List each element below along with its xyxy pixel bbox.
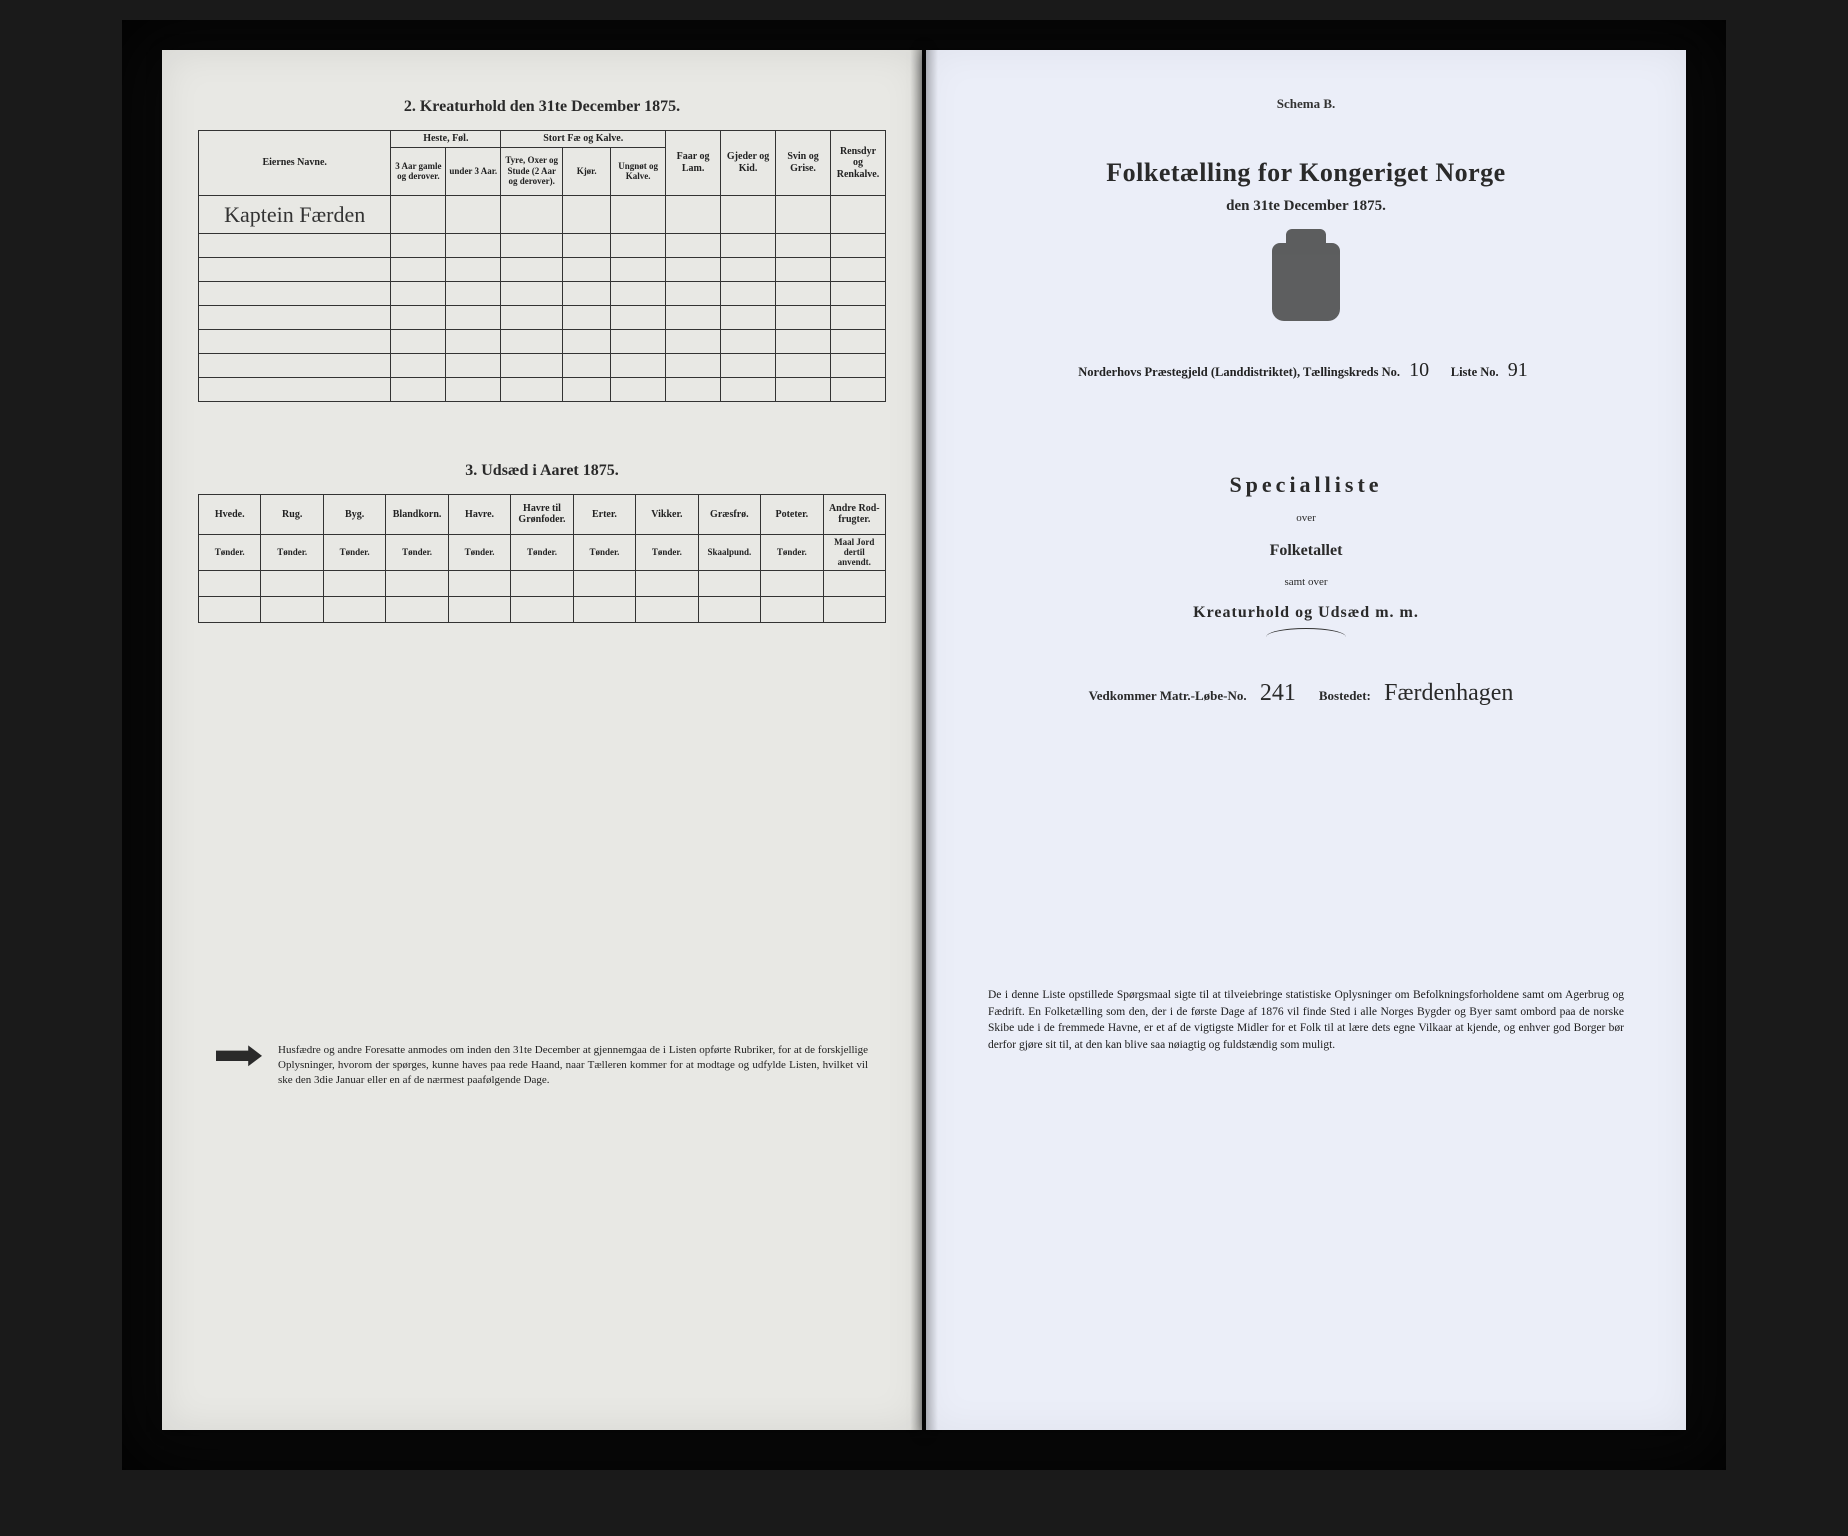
seed-unit-4: Tønder. [448,534,510,570]
seed-col-1: Rug. [261,494,323,534]
seed-unit-7: Tønder. [636,534,698,570]
seed-col-6: Erter. [573,494,635,534]
left-page: 2. Kreaturhold den 31te December 1875. E… [162,50,922,1430]
col-owner: Eiernes Navne. [199,131,391,196]
samt-over: samt over [962,576,1650,588]
left-footnote: Husfædre og andre Foresatte anmodes om i… [198,1043,886,1088]
col-svin: Svin og Grise. [776,131,831,196]
seed-col-8: Græsfrø. [698,494,760,534]
folketallet: Folketallet [962,542,1650,560]
seed-table: Hvede. Rug. Byg. Blandkorn. Havre. Havre… [198,494,886,623]
col-gjeder: Gjeder og Kid. [721,131,776,196]
pointing-hand-icon [216,1043,262,1069]
seed-unit-1: Tønder. [261,534,323,570]
col-ren: Rensdyr og Renkalve. [831,131,886,196]
grp-stort: Stort Fæ og Kalve. [501,131,666,148]
district-text: Norderhovs Præstegjeld (Landdistriktet),… [1078,365,1400,379]
bosted-value: Færdenhagen [1374,680,1523,706]
liste-label: Liste No. [1451,365,1499,379]
vedk-label: Vedkommer Matr.-Løbe-No. [1089,688,1247,703]
matr-no: 241 [1250,680,1306,706]
specialliste-heading: Specialliste [962,472,1650,498]
kreatur-line: Kreaturhold og Udsæd m. m. [962,604,1650,622]
owner-cell: Kaptein Færden [199,195,391,233]
seed-unit-10: Maal Jord dertil anvendt. [823,534,885,570]
right-bottom-note: De i denne Liste opstillede Spørgsmaal s… [962,987,1650,1054]
seed-header-row: Hvede. Rug. Byg. Blandkorn. Havre. Havre… [199,494,886,534]
seed-unit-0: Tønder. [199,534,261,570]
flourish-icon [1266,628,1346,646]
seed-unit-row: Tønder. Tønder. Tønder. Tønder. Tønder. … [199,534,886,570]
coat-of-arms-icon [1272,243,1340,321]
book-spread: 2. Kreaturhold den 31te December 1875. E… [122,20,1726,1470]
kreds-no: 10 [1403,359,1435,381]
liste-no: 91 [1502,359,1534,381]
col-faar: Faar og Lam. [666,131,721,196]
seed-col-9: Poteter. [761,494,823,534]
owner-handwriting: Kaptein Færden [224,202,365,227]
grp-heste: Heste, Føl. [391,131,501,148]
seed-unit-2: Tønder. [323,534,385,570]
heste-b: under 3 Aar. [446,147,501,195]
census-title: Folketælling for Kongeriget Norge [962,158,1650,188]
seed-col-4: Havre. [448,494,510,534]
seed-unit-3: Tønder. [386,534,448,570]
seed-col-0: Hvede. [199,494,261,534]
livestock-table: Eiernes Navne. Heste, Føl. Stort Fæ og K… [198,130,886,402]
vedkommer-line: Vedkommer Matr.-Løbe-No. 241 Bostedet: F… [962,680,1650,707]
bosted-label: Bostedet: [1319,688,1371,703]
seed-unit-5: Tønder. [511,534,573,570]
schema-label: Schema B. [962,96,1650,112]
census-date: den 31te December 1875. [962,198,1650,215]
stort-c: Ungnøt og Kalve. [611,147,666,195]
right-page: Schema B. Folketælling for Kongeriget No… [926,50,1686,1430]
seed-unit-6: Tønder. [573,534,635,570]
district-line: Norderhovs Præstegjeld (Landdistriktet),… [962,359,1650,382]
seed-unit-8: Skaalpund. [698,534,760,570]
seed-col-7: Vikker. [636,494,698,534]
section2-title: 2. Kreaturhold den 31te December 1875. [198,98,886,116]
seed-col-3: Blandkorn. [386,494,448,534]
heste-a: 3 Aar gamle og derover. [391,147,446,195]
section3-title: 3. Udsæd i Aaret 1875. [198,462,886,480]
seed-col-10: Andre Rod-frugter. [823,494,885,534]
footnote-text: Husfædre og andre Foresatte anmodes om i… [278,1044,868,1086]
stort-b: Kjør. [563,147,611,195]
seed-col-2: Byg. [323,494,385,534]
stort-a: Tyre, Oxer og Stude (2 Aar og derover). [501,147,563,195]
seed-unit-9: Tønder. [761,534,823,570]
seed-col-5: Havre til Grønfoder. [511,494,573,534]
over-1: over [962,512,1650,524]
